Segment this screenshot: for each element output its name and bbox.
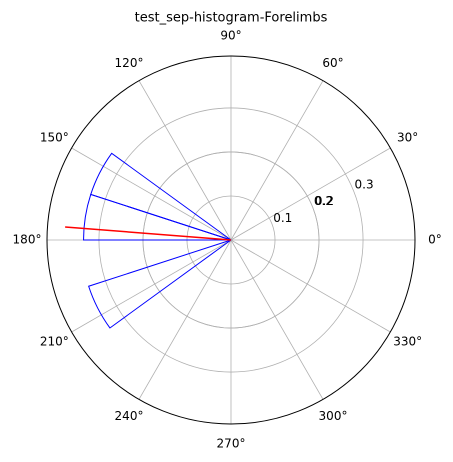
grid-spoke — [230, 239, 324, 400]
theta-tick-label: 300° — [319, 409, 348, 423]
theta-tick-label: 150° — [40, 131, 69, 145]
theta-tick-label: 0° — [428, 233, 442, 247]
theta-tick-label: 30° — [397, 131, 418, 145]
grid-spoke — [230, 239, 391, 333]
grid-spoke — [71, 239, 232, 333]
r-tick-label: 0.3 — [355, 177, 374, 191]
grid-spoke — [230, 80, 324, 241]
theta-tick-label: 180° — [13, 233, 42, 247]
grid-spoke — [138, 80, 232, 241]
mean-direction — [65, 226, 232, 241]
theta-tick-label: 270° — [217, 437, 246, 451]
theta-tick-label: 210° — [40, 335, 69, 349]
theta-tick-label: 90° — [220, 29, 241, 43]
grid-spoke — [230, 147, 391, 241]
theta-tick-label: 240° — [115, 409, 144, 423]
r-tick-label: 0.2 — [315, 194, 334, 208]
grid-spoke — [138, 239, 232, 400]
r-tick-label: 0.2 — [314, 194, 333, 208]
histogram-wedge — [90, 152, 232, 241]
polar-frame — [46, 55, 416, 425]
theta-tick-label: 60° — [322, 56, 343, 70]
histogram-wedge — [83, 193, 232, 241]
grid-spoke — [71, 147, 232, 241]
theta-tick-label: 330° — [393, 335, 422, 349]
theta-tick-label: 120° — [115, 56, 144, 70]
chart-title: test_sep-histogram-Forelimbs — [135, 11, 328, 26]
histogram-wedge — [88, 239, 232, 329]
r-tick-label: 0.1 — [273, 211, 292, 225]
